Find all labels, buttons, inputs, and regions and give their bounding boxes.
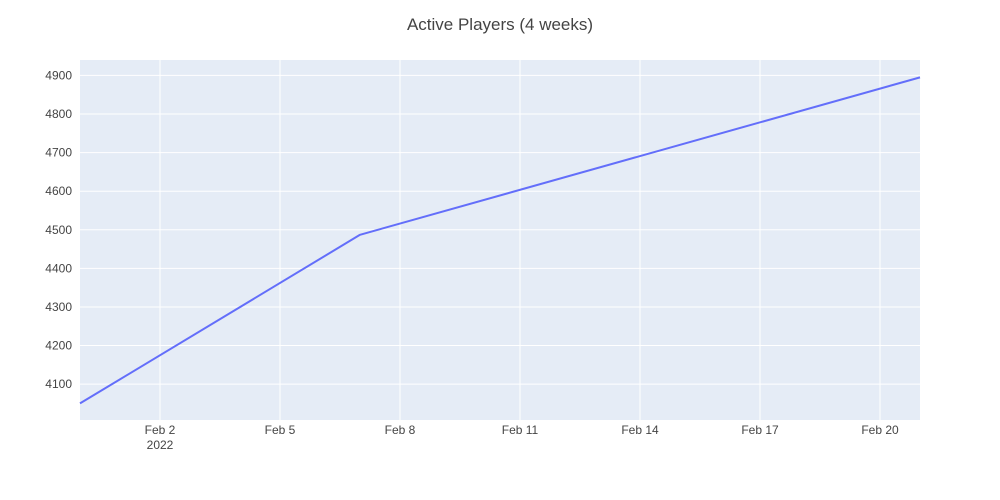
- y-axis: 4100 4200 4300 4400 4500 4600 4700 4800 4900: [45, 68, 72, 391]
- x-tick-label: Feb 5: [265, 423, 296, 437]
- x-tick-label: Feb 20: [861, 423, 899, 437]
- grid-lines: [80, 60, 920, 420]
- y-tick-label: 4900: [45, 68, 72, 82]
- y-tick-label: 4500: [45, 223, 72, 237]
- y-tick-label: 4300: [45, 300, 72, 314]
- y-tick-label: 4100: [45, 377, 72, 391]
- plot-area: [80, 60, 920, 420]
- x-year-label: 2022: [147, 438, 174, 452]
- x-tick-label: Feb 11: [502, 423, 539, 437]
- y-tick-label: 4800: [45, 107, 72, 121]
- y-tick-label: 4400: [45, 261, 72, 275]
- series-layer: [79, 76, 921, 405]
- x-tick-label: Feb 2: [145, 423, 176, 437]
- chart-title: Active Players (4 weeks): [407, 15, 593, 34]
- x-tick-label: Feb 8: [385, 423, 416, 437]
- series-line: [79, 76, 921, 405]
- x-tick-label: Feb 17: [741, 423, 779, 437]
- x-tick-label: Feb 14: [621, 423, 659, 437]
- y-tick-label: 4200: [45, 339, 72, 353]
- y-tick-label: 4600: [45, 184, 72, 198]
- y-tick-label: 4700: [45, 146, 72, 160]
